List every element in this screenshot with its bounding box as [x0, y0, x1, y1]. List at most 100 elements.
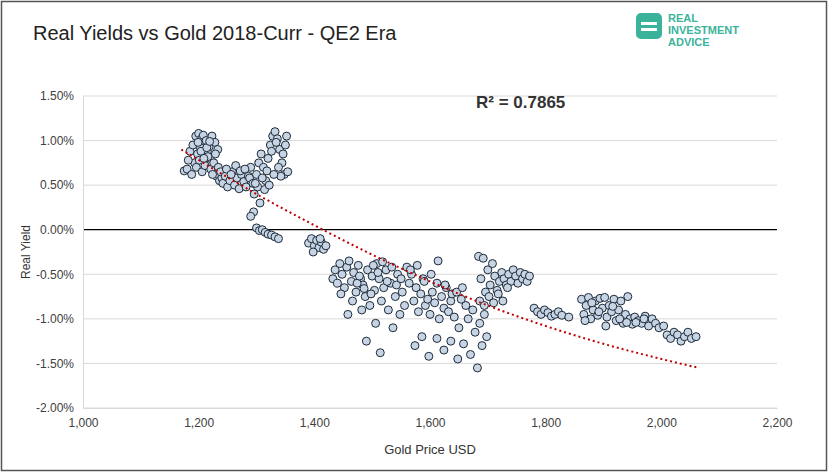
tick: 1.50%: [40, 89, 83, 103]
zero-line: [83, 229, 777, 230]
tick: -0.50%: [36, 268, 83, 282]
point: [477, 275, 485, 283]
tick: 1,800: [531, 408, 561, 430]
point: [413, 261, 421, 269]
point: [284, 168, 292, 176]
tick: -1.50%: [36, 357, 83, 371]
logo-icon: [636, 13, 662, 39]
marks: [180, 128, 700, 372]
point: [200, 154, 208, 162]
point: [398, 288, 406, 296]
point: [624, 293, 632, 301]
tick: -1.00%: [36, 312, 83, 326]
grid-line: [83, 96, 777, 97]
point: [438, 293, 446, 301]
point: [281, 141, 289, 149]
point: [632, 318, 640, 326]
logo-text: INVESTMENT: [668, 24, 739, 36]
point: [454, 355, 462, 363]
point: [256, 199, 264, 207]
point: [466, 351, 474, 359]
point: [279, 150, 287, 158]
point: [417, 290, 425, 298]
point: [389, 324, 397, 332]
tick: 2,200: [762, 408, 792, 430]
grid-line: [83, 408, 777, 409]
tick: 0.00%: [40, 223, 83, 237]
tick-label: 2,000: [647, 416, 677, 430]
point: [428, 288, 436, 296]
chart: 1.50%1.00%0.50%0.00%-0.50%-1.00%-1.50%-2…: [0, 0, 828, 472]
tick-label: 1,600: [415, 416, 445, 430]
grid-line: [83, 185, 777, 186]
point: [209, 170, 217, 178]
points: [180, 128, 700, 372]
point: [251, 179, 259, 187]
tick-label: 1,200: [184, 416, 214, 430]
logo-icon-detail: [641, 28, 657, 31]
point: [360, 285, 368, 293]
point: [602, 322, 610, 330]
point: [349, 297, 357, 305]
axis-line: [84, 408, 778, 409]
tick: 1,400: [300, 408, 330, 430]
point: [397, 275, 405, 283]
axis-line: [83, 97, 84, 409]
point: [460, 340, 468, 348]
grid: [83, 96, 777, 408]
point: [447, 337, 455, 345]
point: [366, 301, 374, 309]
frame: [2, 2, 827, 471]
tick-label: -1.00%: [36, 312, 74, 326]
point: [450, 313, 458, 321]
point: [464, 315, 472, 323]
point: [565, 313, 573, 321]
point: [352, 288, 360, 296]
point: [369, 261, 377, 269]
point: [309, 248, 317, 256]
point: [471, 328, 479, 336]
point: [525, 272, 533, 280]
point: [478, 342, 486, 350]
point: [265, 181, 273, 189]
point: [367, 290, 375, 298]
tick-label: 0.00%: [40, 223, 74, 237]
point: [374, 269, 382, 277]
tick: 2,000: [647, 408, 677, 430]
point: [640, 315, 648, 323]
point: [480, 310, 488, 318]
logo-icon-detail: [641, 22, 657, 25]
y-axis: 1.50%1.00%0.50%0.00%-0.50%-1.00%-1.50%-2…: [36, 89, 84, 415]
point: [483, 333, 491, 341]
point: [660, 322, 668, 330]
point: [434, 257, 442, 265]
point: [486, 281, 494, 289]
point: [410, 297, 418, 305]
point: [469, 306, 477, 314]
point: [338, 270, 346, 278]
tick-label: -1.50%: [36, 357, 74, 371]
point: [384, 306, 392, 314]
point: [440, 346, 448, 354]
point: [692, 333, 700, 341]
logo-text: ADVICE: [668, 36, 710, 48]
point: [588, 299, 596, 307]
tick-label: 2,200: [762, 416, 792, 430]
point: [458, 284, 466, 292]
point: [211, 150, 219, 158]
point: [337, 290, 345, 298]
point: [476, 319, 484, 327]
tick: 1.00%: [40, 134, 83, 148]
point: [206, 137, 214, 145]
point: [272, 138, 280, 146]
point: [283, 132, 291, 140]
point: [433, 334, 441, 342]
point: [488, 260, 496, 268]
point: [377, 297, 385, 305]
tick: -2.00%: [36, 401, 83, 415]
tick-label: 1,000: [68, 416, 98, 430]
annotation: R² = 0.7865: [476, 93, 565, 112]
point: [609, 302, 617, 310]
point: [479, 254, 487, 262]
point: [455, 324, 463, 332]
